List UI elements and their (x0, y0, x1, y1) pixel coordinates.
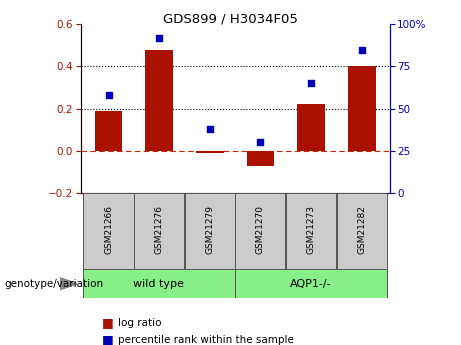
Text: ■: ■ (101, 316, 113, 329)
Bar (236, 193, 285, 269)
Point (206, 126, 213, 132)
Bar (286, 193, 336, 269)
Text: GSM21266: GSM21266 (104, 205, 113, 254)
Bar (247, 151, 274, 166)
Text: percentile rank within the sample: percentile rank within the sample (118, 335, 294, 345)
Polygon shape (60, 278, 77, 290)
Bar (145, 50, 173, 151)
Point (105, 92, 112, 98)
Text: GSM21279: GSM21279 (205, 205, 214, 254)
Bar (95, 111, 123, 151)
Text: GDS899 / H3034F05: GDS899 / H3034F05 (163, 12, 298, 25)
Bar (236, 269, 387, 298)
Point (155, 35, 163, 40)
Text: AQP1-/-: AQP1-/- (290, 279, 331, 289)
Text: GSM21273: GSM21273 (307, 205, 316, 254)
Bar (196, 151, 224, 153)
Bar (348, 66, 376, 151)
Point (307, 80, 315, 86)
Text: ■: ■ (101, 333, 113, 345)
Text: GSM21276: GSM21276 (154, 205, 164, 254)
Bar (337, 193, 387, 269)
Text: log ratio: log ratio (118, 318, 161, 327)
Text: GSM21282: GSM21282 (357, 205, 366, 254)
Point (358, 47, 366, 52)
Point (257, 140, 264, 145)
Bar (83, 269, 235, 298)
Bar (185, 193, 235, 269)
Text: wild type: wild type (134, 279, 184, 289)
Text: genotype/variation: genotype/variation (5, 279, 104, 289)
Bar (134, 193, 184, 269)
Bar (83, 193, 134, 269)
Bar (297, 105, 325, 151)
Text: GSM21270: GSM21270 (256, 205, 265, 254)
